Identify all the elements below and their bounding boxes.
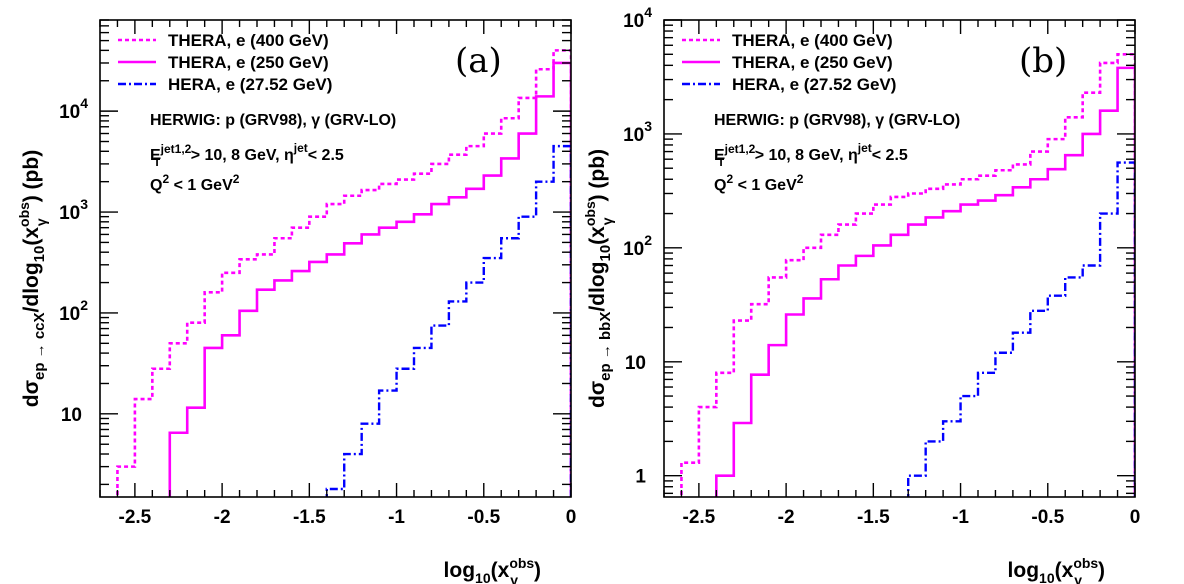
annotation-generator: HERWIG: p (GRV98), γ (GRV-LO) xyxy=(150,112,396,129)
x-axis-label: log10(xobs γ) xyxy=(444,555,541,584)
plot-frame xyxy=(99,19,572,498)
y-tick-label: 103 xyxy=(623,118,652,146)
annotation-cuts: Ejet1,2 T > 10, 8 GeV, ηjet< 2.5 xyxy=(150,141,344,169)
svg-text:dσep → ccX/dlog10(xobsγ) (pb): dσep → ccX/dlog10(xobsγ) (pb) xyxy=(16,150,49,407)
panel-b: -2.5 -2 -1.5 -1 -0.5 0 1 10 102 103 104 log10(xobs γ… xyxy=(582,4,1140,584)
x-tick-label: -1.5 xyxy=(857,507,890,528)
legend-entry: THERA, e (400 GeV) xyxy=(168,31,329,50)
x-tick-label: -0.5 xyxy=(467,507,500,528)
series-line-1 xyxy=(680,52,1135,497)
x-tick-label: -2 xyxy=(214,507,231,528)
y-tick-label: 10 xyxy=(61,405,82,426)
y-axis-label: dσep → bbX/dlog10(xobsγ) (pb) xyxy=(582,149,615,408)
y-tick-label: 103 xyxy=(59,196,88,224)
panel-label: (b) xyxy=(1019,41,1067,81)
legend-entry: HERA, e (27.52 GeV) xyxy=(168,75,332,94)
x-tick-label: -1 xyxy=(952,507,969,528)
legend-entry: HERA, e (27.52 GeV) xyxy=(732,75,896,94)
annotation-q2: Q2 < 1 GeV2 xyxy=(150,172,240,194)
y-axis-label: dσep → ccX/dlog10(xobsγ) (pb) xyxy=(16,150,49,407)
series-line-2 xyxy=(168,61,571,497)
x-tick-label: 0 xyxy=(566,507,577,528)
series-group xyxy=(116,49,571,497)
y-tick-label: 102 xyxy=(59,297,88,325)
panel-label: (a) xyxy=(455,41,502,81)
y-tick-label: 104 xyxy=(59,95,88,123)
x-tick-label: -2.5 xyxy=(683,507,716,528)
series-group xyxy=(680,52,1135,497)
x-tick-label: -2 xyxy=(778,507,795,528)
x-axis-label: log10(xobs γ) xyxy=(1008,555,1105,584)
panel-a: -2.5 -2 -1.5 -1 -0.5 0 10 102 103 104 log10(xobs γ)… xyxy=(16,19,577,584)
x-tick-label: -2.5 xyxy=(119,507,152,528)
x-tick-label: -1 xyxy=(388,507,405,528)
legend-entry: THERA, e (250 GeV) xyxy=(168,53,329,72)
annotation-cuts: Ejet1,2 T > 10, 8 GeV, ηjet< 2.5 xyxy=(714,141,908,169)
annotation-q2: Q2 < 1 GeV2 xyxy=(714,172,804,194)
annotation-generator: HERWIG: p (GRV98), γ (GRV-LO) xyxy=(714,112,960,129)
y-tick-label: 10 xyxy=(625,353,646,374)
legend-entry: THERA, e (250 GeV) xyxy=(732,53,893,72)
series-line-2 xyxy=(715,66,1135,497)
x-tick-label: 0 xyxy=(1130,507,1141,528)
x-tick-label: -0.5 xyxy=(1031,507,1064,528)
legend-entry: THERA, e (400 GeV) xyxy=(732,31,893,50)
y-tick-label: 104 xyxy=(623,4,652,32)
series-line-3 xyxy=(907,161,1135,497)
series-line-3 xyxy=(325,144,571,497)
svg-text:dσep → bbX/dlog10(xobsγ) (pb): dσep → bbX/dlog10(xobsγ) (pb) xyxy=(582,149,615,408)
y-tick-label: 1 xyxy=(635,467,646,488)
series-line-1 xyxy=(116,49,571,497)
x-tick-label: -1.5 xyxy=(293,507,326,528)
y-tick-label: 102 xyxy=(623,232,652,260)
